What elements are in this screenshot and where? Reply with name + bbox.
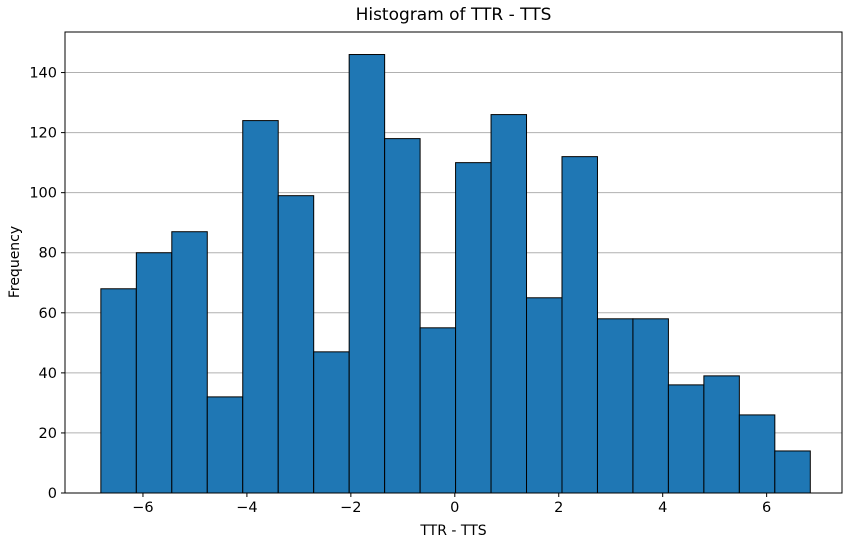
- y-tick-label: 100: [29, 186, 57, 202]
- y-tick-label: 120: [29, 126, 57, 142]
- histogram-bar: [384, 138, 421, 494]
- histogram-bar: [561, 156, 598, 494]
- histogram-bar: [455, 162, 492, 494]
- y-tick-label: 40: [39, 366, 57, 382]
- x-axis-label: TTR - TTS: [420, 523, 487, 539]
- histogram-bar: [171, 231, 208, 494]
- histogram-bar: [277, 195, 315, 494]
- y-tick-label: 80: [39, 246, 57, 262]
- x-tick-label: 4: [658, 500, 667, 516]
- x-tick-label: −6: [132, 500, 153, 516]
- histogram-bar: [242, 120, 279, 494]
- histogram-bar: [667, 384, 705, 494]
- histogram-bar: [490, 114, 528, 494]
- plot-border: [64, 31, 843, 494]
- histogram-bar: [313, 351, 350, 494]
- histogram-bar: [348, 54, 386, 494]
- x-tick-label: 2: [554, 500, 563, 516]
- histogram-bar: [738, 414, 776, 494]
- x-tick-label: −2: [340, 500, 361, 516]
- histogram-bar: [100, 288, 137, 494]
- x-tick-label: −4: [236, 500, 257, 516]
- histogram-bar: [632, 318, 669, 494]
- chart-title: Histogram of TTR - TTS: [355, 5, 552, 25]
- histogram-bar: [135, 252, 173, 494]
- y-tick-label: 140: [29, 66, 57, 82]
- histogram-bar: [526, 297, 563, 494]
- histogram-bar: [206, 396, 244, 494]
- y-tick-label: 60: [39, 306, 57, 322]
- histogram-bar: [419, 327, 457, 494]
- histogram-bar: [596, 318, 634, 494]
- histogram-bar: [703, 375, 740, 494]
- x-tick-label: 0: [450, 500, 459, 516]
- y-axis-label: Frequency: [7, 225, 23, 299]
- x-tick-label: 6: [762, 500, 771, 516]
- y-tick-label: 20: [39, 426, 57, 442]
- histogram-bar: [774, 450, 811, 494]
- y-tick-label: 0: [48, 486, 57, 502]
